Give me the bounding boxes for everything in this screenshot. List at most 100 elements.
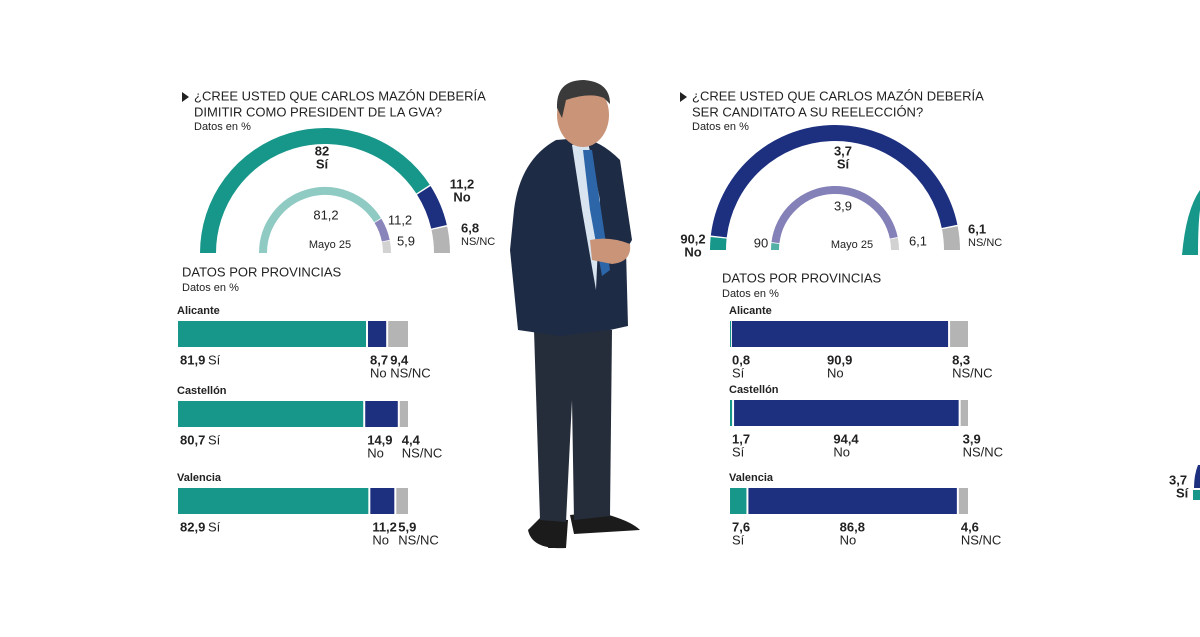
bar-series-name: NS/NC [952, 365, 992, 380]
bar-segment [731, 321, 949, 347]
bar-series-name: No [833, 444, 850, 459]
previous-arc [374, 218, 390, 242]
bar-value-label: 82,9 [180, 519, 205, 534]
bar-segment [178, 401, 364, 427]
bar-segment [734, 400, 959, 426]
bar-value-label: 3,9 [963, 431, 981, 446]
bar-value-label: 5,9 [398, 519, 416, 534]
bar-series-name: No [827, 365, 844, 380]
series-name: Sí [316, 156, 329, 171]
bar-series-name: NS/NC [390, 365, 430, 380]
bar-segment [748, 488, 957, 514]
bar-segment [958, 488, 968, 514]
bar-segment [399, 401, 408, 427]
bar-value-label: 86,8 [840, 519, 865, 534]
provinces-title: DATOS POR PROVINCIAS [182, 264, 341, 279]
bar-value-label: 11,2 [372, 519, 397, 534]
bar-segment [388, 321, 408, 347]
province-label: Alicante [177, 305, 220, 317]
bar-series-name: NS/NC [963, 444, 1003, 459]
bar-series-name: Sí [732, 365, 745, 380]
bar-value-label: 8,3 [952, 352, 970, 367]
provinces-note: Datos en % [182, 282, 239, 294]
previous-arc [889, 237, 899, 251]
province-label: Alicante [729, 305, 772, 317]
bar-series-name: No [372, 532, 389, 547]
bar-series-name: Sí [208, 432, 221, 447]
bar-segment [368, 321, 387, 347]
bar-value-label: 7,6 [732, 519, 750, 534]
value-label: 11,2 [450, 176, 475, 191]
fragment-name: Sí [1176, 485, 1189, 500]
bar-segment [396, 488, 408, 514]
bar-segment [178, 321, 367, 347]
chart-note: Datos en % [194, 121, 251, 133]
chart-title: DIMITIR COMO PRESIDENT DE LA GVA? [194, 104, 442, 119]
title-marker [182, 92, 189, 102]
gauge-arc [941, 226, 960, 251]
fragment-value: 3,7 [1169, 472, 1187, 487]
bar-segment [365, 401, 398, 427]
bar-series-name: NS/NC [398, 532, 438, 547]
bar-segment [370, 488, 395, 514]
comparison-label: Mayo 25 [309, 239, 351, 251]
gauge-arc [710, 125, 958, 238]
gauge-arc [431, 226, 450, 254]
previous-arc [381, 240, 391, 254]
bar-series-name: Sí [732, 532, 745, 547]
value-label: 6,8 [461, 220, 479, 235]
bar-value-label: 1,7 [732, 431, 750, 446]
bar-series-name: No [367, 445, 384, 460]
provinces-title: DATOS POR PROVINCIAS [722, 270, 881, 285]
bar-value-label: 4,4 [402, 432, 421, 447]
bar-segment [730, 321, 731, 347]
province-label: Valencia [729, 472, 774, 484]
value-label: 90 [754, 235, 768, 250]
gauge-arc [416, 186, 447, 229]
province-label: Valencia [177, 472, 222, 484]
edge-fragment: 3,7 Sí [1169, 190, 1200, 500]
value-label: 81,2 [313, 207, 338, 222]
bar-value-label: 94,4 [833, 431, 859, 446]
title-marker [680, 92, 687, 102]
chart-note: Datos en % [692, 121, 749, 133]
province-label: Castellón [729, 384, 779, 396]
value-label: 6,1 [968, 221, 986, 236]
bar-segment [730, 400, 733, 426]
bar-series-name: NS/NC [961, 532, 1001, 547]
bar-value-label: 90,9 [827, 352, 852, 367]
comparison-label: Mayo 25 [831, 239, 873, 251]
bar-series-name: Sí [208, 352, 221, 367]
bar-value-label: 9,4 [390, 352, 409, 367]
bar-segment [950, 321, 968, 347]
series-name: NS/NC [461, 236, 495, 248]
gauge-arc [710, 236, 727, 251]
bar-value-label: 80,7 [180, 432, 205, 447]
chart-title: ¿CREE USTED QUE CARLOS MAZÓN DEBERÍA [692, 88, 984, 103]
province-label: Castellón [177, 385, 227, 397]
value-label: 3,9 [834, 198, 852, 213]
bar-segment [730, 488, 747, 514]
series-name: NS/NC [968, 237, 1002, 249]
person-photo [510, 80, 640, 549]
value-label: 5,9 [397, 233, 415, 248]
value-label: 82 [315, 143, 329, 158]
value-label: 6,1 [909, 233, 927, 248]
bar-series-name: No [370, 365, 387, 380]
bar-segment [960, 400, 968, 426]
chart-title: ¿CREE USTED QUE CARLOS MAZÓN DEBERÍA [194, 88, 486, 103]
provinces-note: Datos en % [722, 288, 779, 300]
bar-series-name: NS/NC [402, 445, 442, 460]
bar-value-label: 81,9 [180, 352, 205, 367]
bar-value-label: 4,6 [961, 519, 979, 534]
gauge-arc [200, 128, 430, 254]
bar-series-name: No [840, 532, 857, 547]
series-name: No [684, 244, 701, 259]
bar-series-name: Sí [732, 444, 745, 459]
series-name: No [453, 189, 470, 204]
previous-arc [771, 186, 898, 244]
series-name: Sí [837, 156, 850, 171]
bar-value-label: 0,8 [732, 352, 750, 367]
bar-segment [178, 488, 369, 514]
